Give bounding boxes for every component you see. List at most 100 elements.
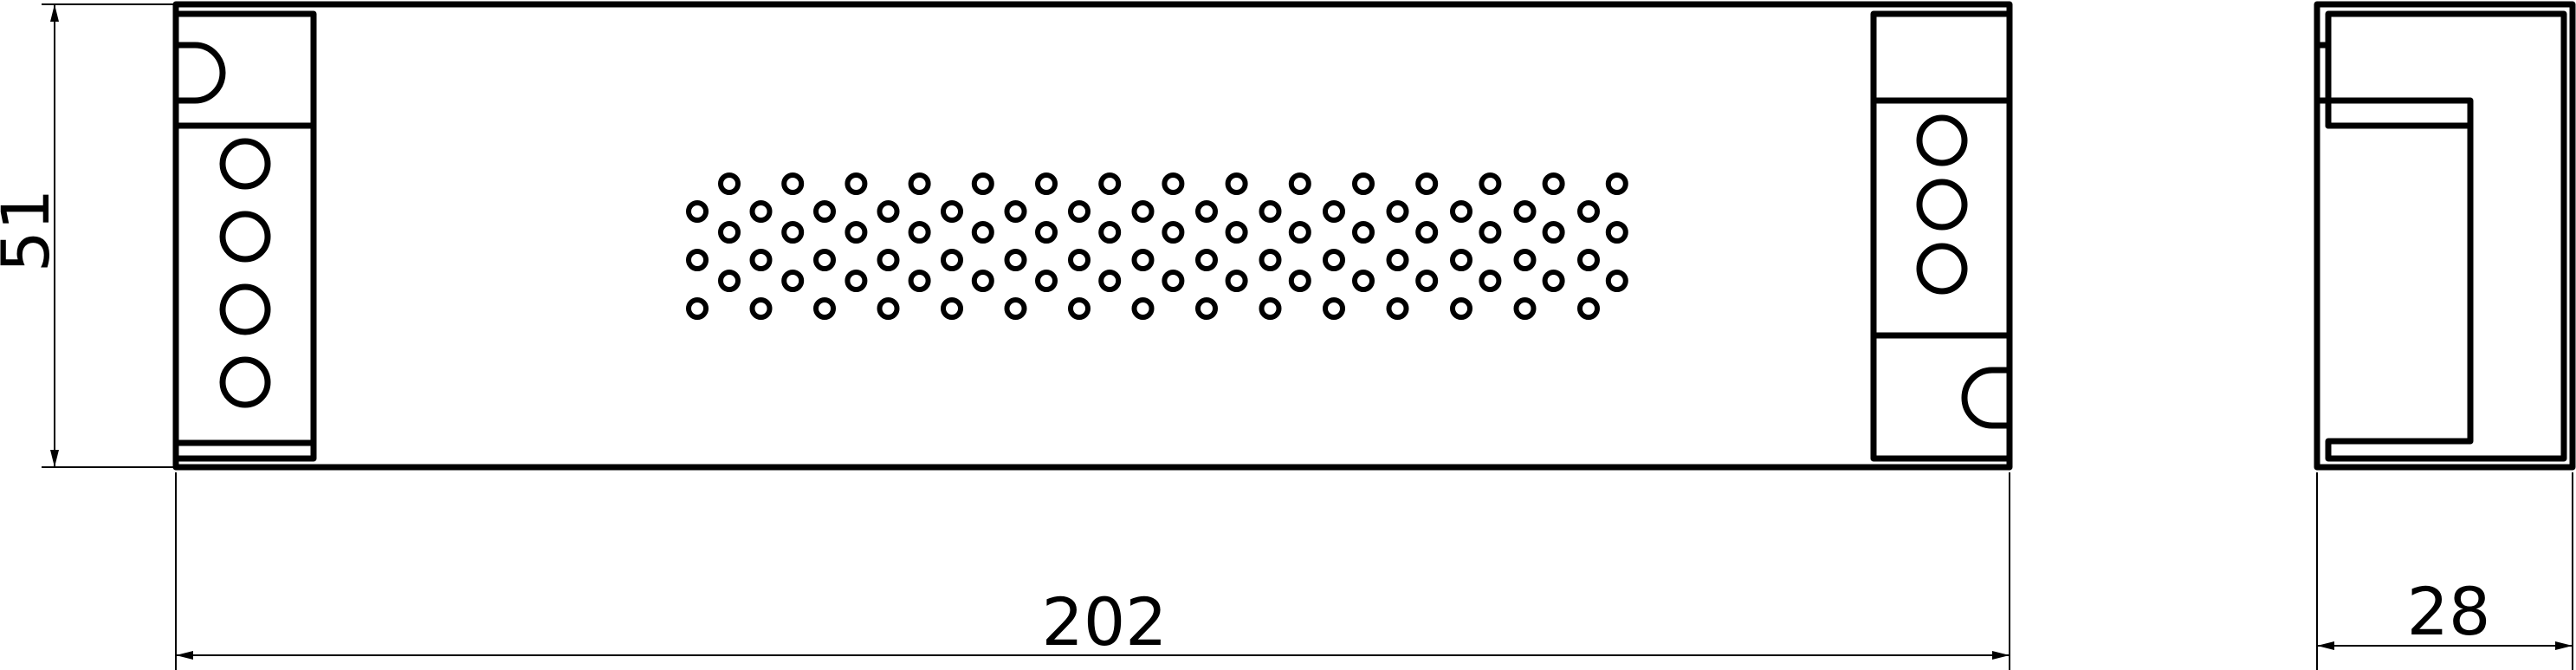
dimension-label-depth: 28 — [2407, 573, 2491, 650]
terminal-hole — [1916, 114, 1968, 166]
vent-hole — [813, 200, 836, 223]
vent-hole — [1162, 270, 1185, 292]
vent-hole — [1323, 297, 1345, 320]
vent-hole — [1098, 221, 1122, 244]
dimension-label-length: 202 — [1041, 583, 1167, 660]
side-view — [2314, 1, 2576, 471]
vent-hole — [1542, 172, 1565, 195]
vent-hole — [1068, 249, 1091, 271]
terminal-hole — [219, 211, 271, 263]
vent-hole — [718, 270, 741, 292]
mounting-notch-right — [1961, 367, 2013, 429]
right-end-cap — [1870, 10, 2013, 462]
vent-hole — [1225, 172, 1248, 195]
vent-hole — [781, 172, 805, 195]
front-view — [172, 1, 2013, 471]
ventilation-holes — [686, 172, 1628, 320]
vent-hole — [1352, 221, 1375, 244]
vent-hole — [908, 221, 931, 244]
vent-hole — [1004, 249, 1027, 271]
mounting-notch-left — [172, 42, 226, 104]
terminal-hole — [1916, 179, 1968, 231]
vent-hole — [1479, 221, 1502, 244]
vent-hole — [1131, 200, 1155, 223]
vent-hole — [1004, 297, 1027, 320]
vent-hole — [971, 270, 994, 292]
vent-hole — [1288, 221, 1311, 244]
terminal-holes-right — [1916, 114, 1968, 295]
vent-hole — [1035, 172, 1058, 195]
vent-hole — [1479, 172, 1502, 195]
vent-hole — [749, 200, 773, 223]
vent-hole — [1415, 270, 1439, 292]
vent-hole — [1035, 270, 1058, 292]
dimension-length: 202 — [175, 472, 2010, 670]
vent-hole — [1513, 200, 1537, 223]
vent-hole — [1068, 297, 1091, 320]
vent-hole — [1542, 270, 1565, 292]
vent-hole — [1323, 200, 1345, 223]
vent-hole — [1259, 200, 1282, 223]
terminal-hole — [219, 356, 271, 408]
vent-hole — [877, 200, 900, 223]
vent-hole — [941, 249, 963, 271]
terminal-hole — [219, 138, 271, 190]
vent-hole — [1225, 221, 1248, 244]
vent-hole — [1098, 270, 1122, 292]
vent-hole — [1098, 172, 1122, 195]
dimension-depth: 28 — [2316, 472, 2573, 670]
vent-hole — [1605, 221, 1628, 244]
vent-hole — [686, 200, 709, 223]
dimension-label-height: 51 — [0, 189, 64, 273]
vent-hole — [1259, 297, 1282, 320]
vent-hole — [845, 221, 868, 244]
vent-hole — [1542, 221, 1565, 244]
vent-hole — [1450, 200, 1472, 223]
vent-hole — [1288, 172, 1311, 195]
terminal-hole — [219, 283, 271, 335]
vent-hole — [781, 270, 805, 292]
vent-hole — [1035, 221, 1058, 244]
vent-hole — [718, 172, 741, 195]
vent-hole — [1386, 200, 1409, 223]
side-outline — [2314, 1, 2576, 471]
vent-hole — [1195, 200, 1218, 223]
vent-hole — [781, 221, 805, 244]
vent-hole — [908, 270, 931, 292]
vent-hole — [1386, 297, 1409, 320]
vent-hole — [1513, 297, 1537, 320]
vent-hole — [1352, 172, 1375, 195]
vent-hole — [845, 172, 868, 195]
vent-hole — [1195, 249, 1218, 271]
vent-hole — [877, 297, 900, 320]
vent-hole — [1479, 270, 1502, 292]
vent-hole — [1577, 249, 1600, 271]
vent-hole — [1323, 249, 1345, 271]
vent-hole — [941, 200, 963, 223]
housing-outline — [172, 1, 2013, 471]
vent-hole — [877, 249, 900, 271]
vent-hole — [1605, 270, 1628, 292]
vent-hole — [1513, 249, 1537, 271]
vent-hole — [1450, 249, 1472, 271]
vent-hole — [1004, 200, 1027, 223]
vent-hole — [1131, 249, 1155, 271]
vent-hole — [941, 297, 963, 320]
vent-hole — [749, 249, 773, 271]
vent-hole — [845, 270, 868, 292]
vent-hole — [971, 221, 994, 244]
vent-hole — [1577, 200, 1600, 223]
terminal-hole — [1916, 243, 1968, 295]
vent-hole — [1288, 270, 1311, 292]
vent-hole — [686, 249, 709, 271]
vent-hole — [1352, 270, 1375, 292]
dimension-height: 51 — [0, 3, 176, 468]
vent-hole — [1577, 297, 1600, 320]
vent-hole — [1259, 249, 1282, 271]
vent-hole — [1162, 221, 1185, 244]
vent-hole — [1605, 172, 1628, 195]
vent-hole — [813, 297, 836, 320]
vent-hole — [1195, 297, 1218, 320]
vent-hole — [1415, 172, 1439, 195]
